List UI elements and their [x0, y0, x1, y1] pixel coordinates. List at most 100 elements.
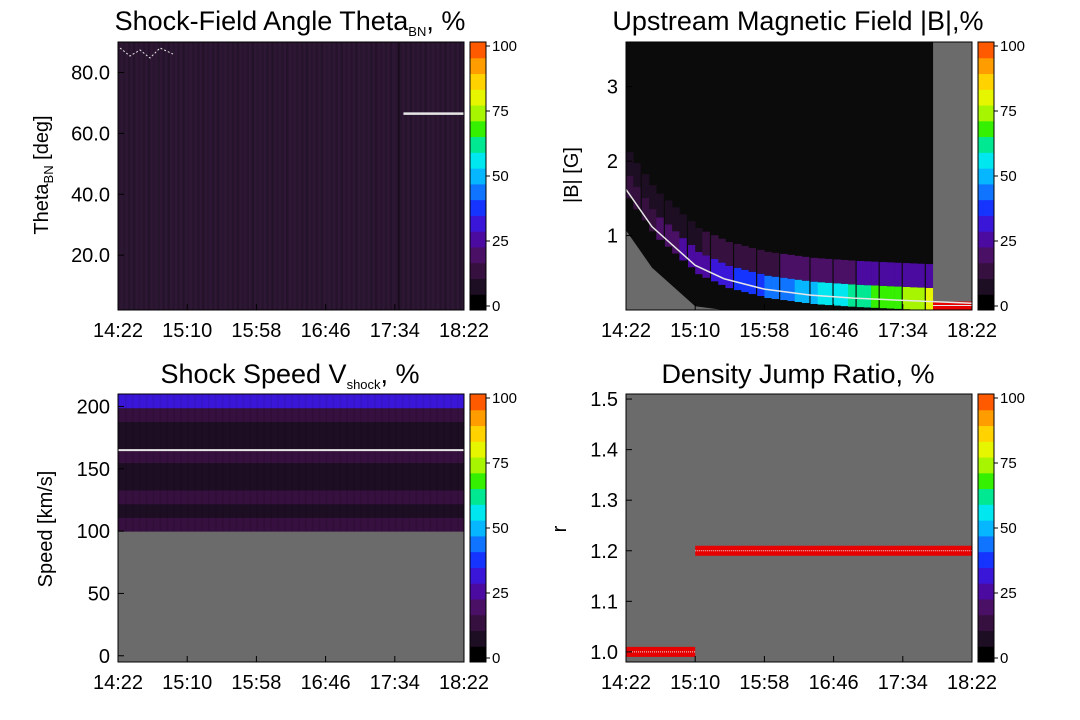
heatmap-column [291, 394, 293, 532]
colorbar-segment [470, 646, 486, 663]
x-tick-label: 16:46 [301, 320, 351, 342]
heatmap-row [118, 394, 464, 409]
colorbar: 100 75 50 25 0 [977, 390, 1025, 667]
heatmap-column [318, 394, 321, 532]
heatmap-cell [741, 269, 749, 293]
heatmap-cell [626, 152, 634, 176]
heatmap-column [370, 42, 373, 310]
x-tick-label: 16:46 [301, 672, 351, 694]
colorbar-tick-label: 50 [492, 168, 509, 185]
heatmap-cell [856, 260, 865, 285]
colorbar-tick-label: 100 [492, 38, 517, 55]
x-tick-label: 14:22 [601, 320, 651, 342]
heatmap-column [339, 394, 342, 532]
heatmap-column [216, 42, 220, 310]
plot-frame [117, 393, 465, 663]
y-tick-label: 2 [607, 151, 618, 173]
heatmap-column [375, 42, 378, 310]
heatmap-column [414, 42, 418, 310]
heatmap-column [424, 42, 427, 310]
heatmap-column [177, 42, 180, 310]
x-tick-label: 18:22 [947, 320, 997, 342]
heatmap-column [436, 394, 439, 532]
heatmap-column [353, 394, 356, 532]
heatmap-cell [718, 262, 726, 285]
heatmap-column [365, 42, 368, 310]
axis-ticks: 14:22 15:10 15:58 16:46 17:34 18:22 0 50 100 150 2… [77, 396, 489, 694]
heatmap-cell [894, 262, 902, 287]
heatmap-column [434, 42, 437, 310]
heatmap-column [145, 394, 148, 532]
heatmap-cell [687, 221, 696, 245]
colorbar-segment [978, 472, 994, 490]
heatmap-column [304, 394, 307, 532]
heatmap-column [394, 42, 398, 310]
heatmap-column [335, 42, 338, 310]
heatmap-column [305, 42, 309, 310]
heatmap-column [404, 42, 408, 310]
heatmap-column [127, 42, 131, 310]
heatmap-column [261, 42, 264, 310]
colorbar-tick-label: 25 [1000, 585, 1017, 602]
heatmap-column [300, 42, 304, 310]
colorbar-segment [470, 183, 486, 201]
heatmap-cell [801, 256, 810, 281]
y-axis-label: Speed [km/s] [35, 471, 57, 588]
y-tick-label: 1.5 [590, 389, 618, 411]
colorbar: 100 75 50 25 0 [469, 390, 517, 667]
heatmap-column [409, 42, 413, 310]
heatmap-column [206, 42, 210, 310]
colorbar-tick-label: 100 [1000, 390, 1025, 407]
heatmap-cell [679, 238, 687, 261]
y-tick-label: 1 [607, 226, 618, 248]
heatmap-cell [840, 283, 849, 307]
heatmap-column [137, 42, 141, 310]
heatmap-column [325, 42, 329, 310]
colorbar-segment [978, 598, 994, 616]
colorbar-segment [470, 231, 486, 248]
plot-area [625, 41, 973, 311]
heatmap-cell [711, 259, 719, 282]
colorbar-tick-label: 25 [1000, 233, 1017, 250]
heatmap-cell [902, 286, 911, 310]
heatmap-cell [886, 262, 895, 287]
colorbar-segment [978, 120, 994, 138]
colorbar-segment [470, 630, 486, 647]
heatmap-cell [725, 265, 733, 289]
heatmap-cell [702, 231, 710, 256]
colorbar-segment [978, 89, 994, 106]
plot-area [625, 393, 973, 663]
heatmap-cell [879, 262, 888, 286]
heatmap-column [330, 42, 334, 310]
y-tick-label: 100 [77, 521, 110, 543]
colorbar: 100 75 50 25 0 [977, 38, 1025, 315]
y-tick-label: 20.0 [71, 245, 110, 267]
x-tick-label: 16:46 [809, 672, 859, 694]
heatmap-column [172, 42, 175, 310]
heatmap-cell [848, 260, 856, 285]
heatmap-cell [633, 187, 641, 210]
colorbar-segment [470, 42, 486, 59]
colorbar-segment [978, 231, 994, 248]
plot-frame [117, 41, 465, 311]
heatmap-column [384, 42, 388, 310]
colorbar-segment [978, 614, 994, 631]
heatmap-cell [879, 285, 888, 309]
heatmap-column [221, 394, 224, 532]
heatmap-row [118, 462, 464, 477]
colorbar-segment [470, 551, 486, 568]
heatmap-cell [748, 247, 757, 272]
heatmap-column [408, 394, 411, 532]
heatmap-cell [863, 285, 872, 308]
x-tick-label: 17:34 [370, 672, 420, 694]
heatmap-row [118, 476, 464, 491]
heatmap-cell [664, 224, 673, 247]
heatmap-row [118, 421, 464, 436]
axis-ticks: 14:22 15:10 15:58 16:46 17:34 18:22 1 2 3 [601, 77, 997, 342]
colorbar-segment [470, 425, 486, 442]
heatmap-column [180, 394, 183, 532]
heatmap-column [295, 42, 299, 310]
colorbar-segment [470, 598, 486, 616]
heatmap-column [242, 394, 245, 532]
colorbar-segment [470, 168, 486, 185]
